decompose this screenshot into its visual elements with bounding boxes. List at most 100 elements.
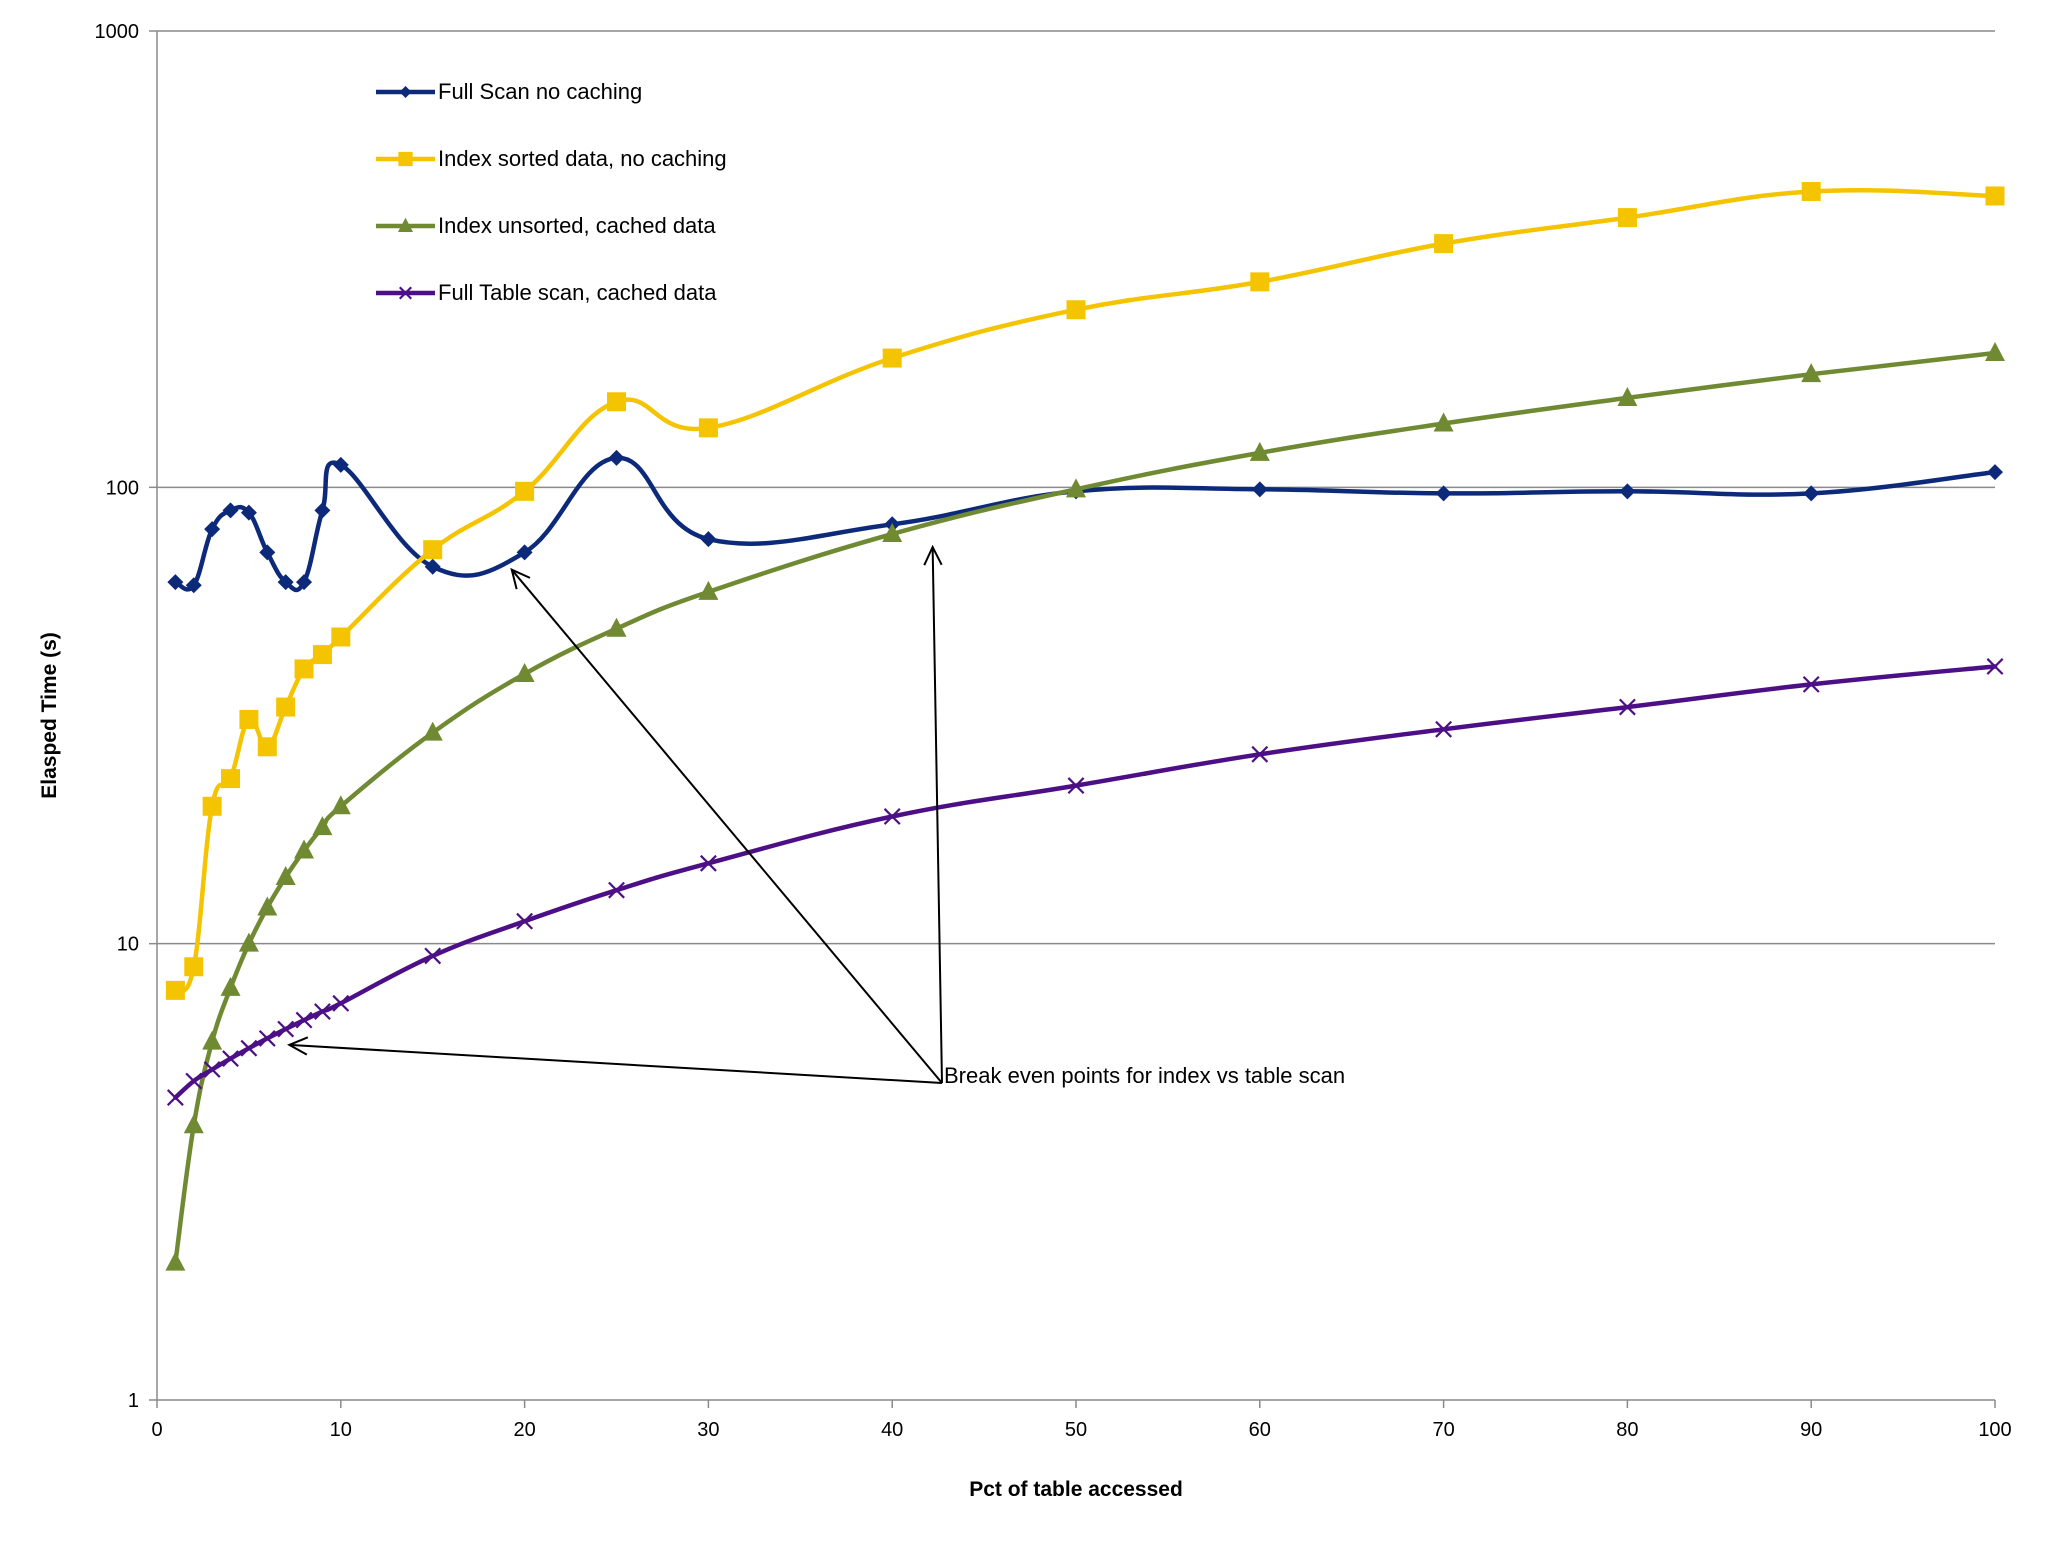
legend: Full Scan no caching Index sorted data, n… [376,79,727,305]
data-point [312,816,333,836]
data-point [294,659,314,679]
data-point [332,994,350,1012]
data-point [167,574,184,591]
data-point [240,504,257,521]
data-point [1251,481,1268,498]
data-point [166,1089,184,1106]
data-point [1986,658,2004,675]
y-tick-label: 1 [128,1390,139,1412]
legend-item-2: Index unsorted, cached data [376,213,716,238]
data-point [332,456,349,473]
legend-marker [398,151,413,167]
data-point [184,957,204,977]
data-point [239,709,259,729]
x-tick-label: 0 [151,1419,162,1441]
legend-marker [398,217,413,232]
data-point [222,502,239,519]
data-point [424,947,442,965]
data-point [240,1039,258,1057]
data-point [1985,186,2005,206]
data-point [313,1003,331,1020]
data-point [165,1251,186,1271]
y-tick-label: 10 [117,934,139,956]
data-point [276,697,296,717]
data-point [221,769,241,789]
data-point [1433,412,1454,432]
data-point [165,980,185,1000]
annotation-arrow-0 [510,567,943,1084]
data-point [204,521,221,538]
data-point [608,449,625,466]
data-point [1618,698,1636,716]
data-point [185,577,202,594]
data-point [698,580,719,600]
data-point [238,932,259,952]
legend-marker [399,86,412,98]
x-tick-label: 10 [330,1419,352,1441]
data-point [882,348,902,368]
data-point [222,1050,239,1068]
data-point [1619,483,1636,500]
data-point [1802,675,1820,693]
data-point [203,1061,221,1078]
data-point [275,865,296,885]
legend-item-1: Index sorted data, no caching [376,146,727,171]
data-point [1803,485,1820,502]
data-point [294,839,315,859]
data-point [220,976,241,996]
data-point [516,544,533,561]
x-tick-label: 60 [1249,1419,1271,1441]
data-point [1250,272,1270,292]
y-tick-label: 1000 [95,21,140,43]
series-line [173,350,1998,1265]
annotation-arrow-1 [923,544,943,1084]
data-point [514,662,535,682]
data-point [1249,441,1270,461]
x-tick-label: 50 [1065,1419,1087,1441]
data-point [202,1030,223,1050]
x-tick-label: 80 [1616,1419,1638,1441]
legend-item-0: Full Scan no caching [376,79,642,104]
x-tick-label: 70 [1432,1419,1454,1441]
data-point [607,392,626,412]
data-point [1066,300,1086,320]
data-point [1067,777,1085,795]
data-point [1434,234,1454,254]
data-point [424,558,441,575]
x-axis-title: Pct of table accessed [969,1478,1183,1501]
data-point [258,1029,276,1047]
data-point [1801,363,1822,383]
data-point [185,1072,203,1090]
series-1 [165,181,2005,1000]
data-point [330,795,351,815]
data-point [1985,341,2005,361]
data-point [882,523,903,543]
x-tick-label: 90 [1800,1419,1822,1441]
data-point [700,531,717,548]
data-point [1435,485,1452,502]
legend-label: Full Scan no caching [438,79,642,104]
legend-marker [398,286,413,300]
data-point [295,1011,313,1029]
series-line [173,187,1998,993]
data-point [257,896,278,916]
series-2 [165,341,2005,1271]
legend-label: Index sorted data, no caching [438,146,727,171]
series-line [173,455,1998,593]
x-tick-label: 30 [697,1419,719,1441]
y-axis-title: Elasped Time (s) [38,632,61,799]
annotation-label: Break even points for index vs table sca… [944,1063,1345,1088]
x-tick-label: 100 [1978,1419,2011,1441]
x-tick-label: 20 [513,1419,535,1441]
data-point [314,502,331,519]
x-tick-label: 40 [881,1419,903,1441]
data-point [1435,720,1453,738]
data-point [423,540,443,560]
legend-item-3: Full Table scan, cached data [376,280,717,305]
series-line [173,664,1998,1100]
data-point [1251,745,1269,763]
data-point [698,418,718,438]
series-0 [167,449,2003,594]
data-point [183,1114,204,1134]
